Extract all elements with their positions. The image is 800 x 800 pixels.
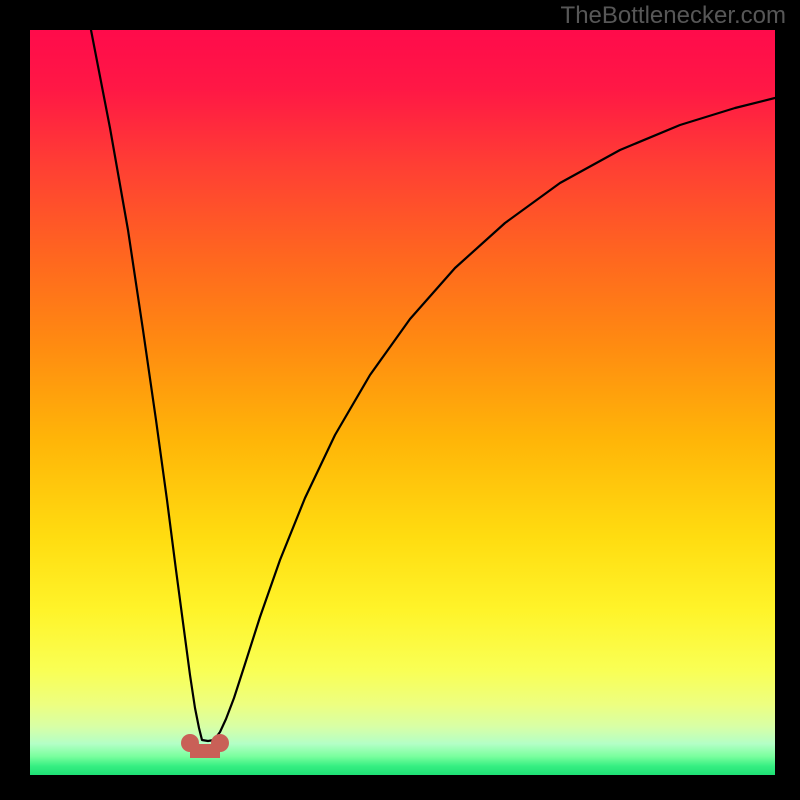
watermark-text: TheBottlenecker.com (561, 2, 786, 30)
bottleneck-curve (91, 30, 775, 741)
optimal-range-left-endpoint (181, 734, 199, 752)
optimal-range-right-endpoint (211, 734, 229, 752)
chart-curve-layer (30, 30, 775, 775)
chart-plot-area (30, 30, 775, 775)
